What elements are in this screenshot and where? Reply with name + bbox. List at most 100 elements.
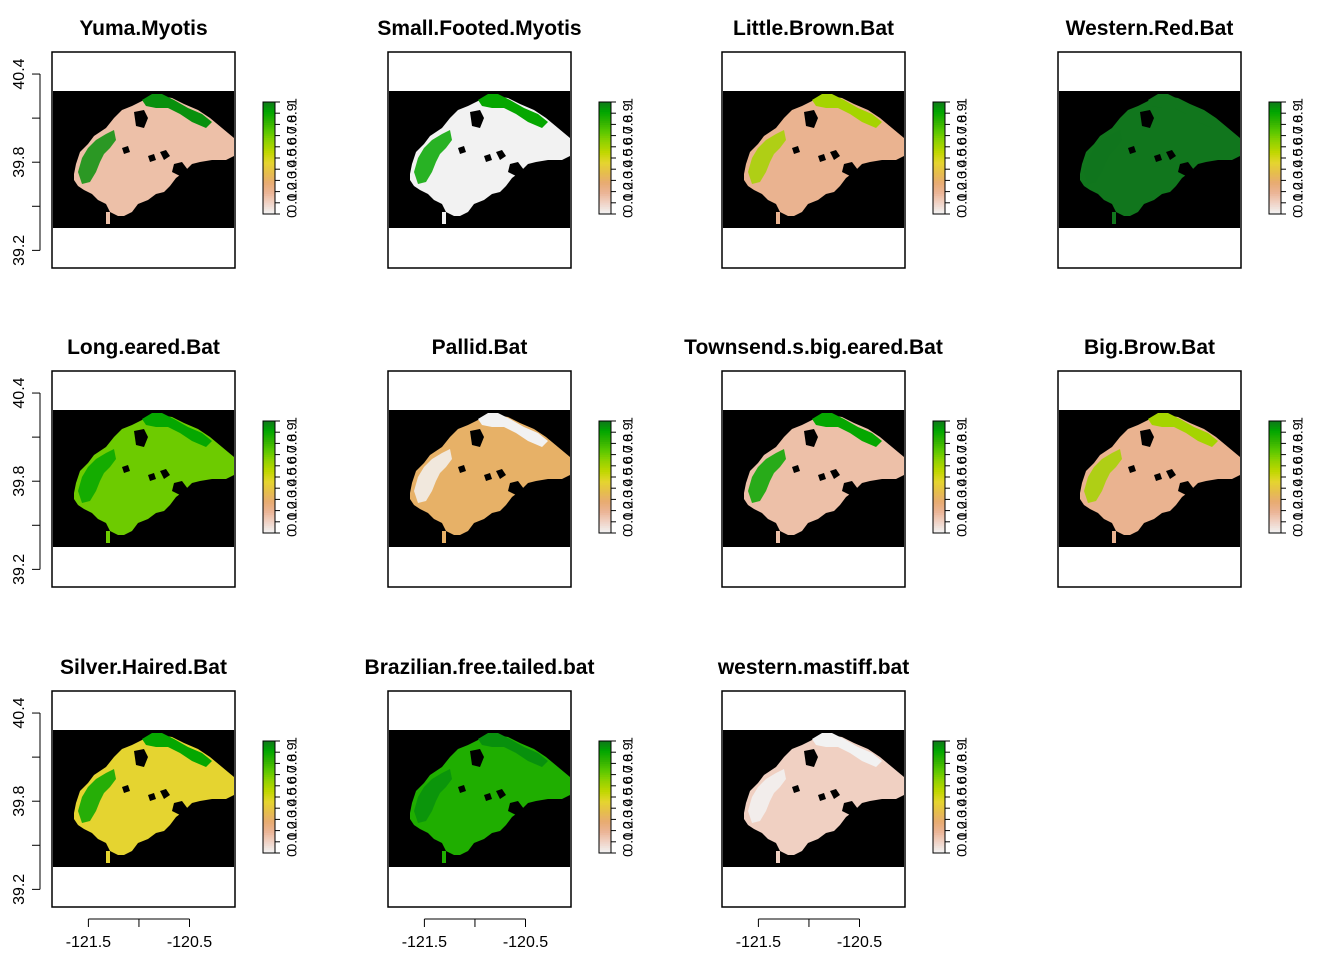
legend-swatch — [263, 841, 275, 845]
panel-2: Small.Footed.Myotis00.10.20.30.40.50.60.… — [377, 17, 636, 269]
legend-swatch — [263, 787, 275, 791]
legend-swatch — [1269, 490, 1281, 493]
legend-swatch — [933, 107, 945, 110]
legend-swatch — [263, 478, 275, 482]
legend-swatch — [1269, 471, 1281, 474]
legend-swatch — [1269, 150, 1281, 153]
legend-swatch — [263, 480, 275, 484]
legend-swatch — [933, 191, 945, 194]
legend-swatch — [933, 488, 945, 491]
legend-swatch — [599, 491, 611, 495]
legend-swatch — [933, 133, 945, 137]
panel-4: Western.Red.Bat 00.10.20.30.40.50.60.70.8… — [1057, 17, 1306, 269]
legend-swatch — [933, 148, 945, 152]
legend-swatch — [1269, 158, 1281, 161]
legend-swatch — [933, 851, 945, 854]
study-area-gap — [818, 473, 826, 481]
legend-tick-label: 0.9 — [1290, 103, 1306, 123]
legend-swatch — [599, 826, 611, 830]
legend-swatch — [599, 434, 611, 437]
legend-swatch — [263, 516, 275, 519]
study-area-gap — [496, 469, 506, 479]
legend-swatch — [263, 139, 275, 142]
legend-swatch — [933, 141, 945, 144]
x-tick-label: -120.5 — [503, 934, 548, 951]
legend-tick-label: 0.4 — [1290, 478, 1306, 498]
study-area-tail — [442, 212, 446, 224]
legend-swatch — [1269, 193, 1281, 196]
legend-tick-label: 1 — [954, 98, 970, 106]
legend-swatch — [933, 122, 945, 125]
legend-tick-label: 0.5 — [954, 787, 970, 807]
legend-swatch — [1269, 488, 1281, 491]
legend-swatch — [933, 150, 945, 153]
legend-swatch — [933, 139, 945, 142]
legend-tick-label: 0.2 — [620, 182, 636, 202]
study-area-high — [478, 94, 548, 128]
legend-swatch — [1269, 480, 1281, 484]
legend-swatch — [1269, 126, 1281, 129]
legend-swatch — [263, 836, 275, 839]
legend-swatch — [263, 486, 275, 489]
x-tick-label: -120.5 — [837, 934, 882, 951]
legend-swatch — [1269, 195, 1281, 198]
legend-swatch — [263, 521, 275, 525]
legend-swatch — [263, 189, 275, 193]
legend-swatch — [1269, 178, 1281, 181]
study-area-gap — [484, 473, 492, 481]
legend-tick-label: 0.4 — [954, 798, 970, 818]
legend-swatch — [599, 810, 611, 813]
legend-swatch — [263, 430, 275, 433]
legend-swatch — [599, 137, 611, 140]
legend-swatch — [599, 204, 611, 208]
legend-swatch — [263, 122, 275, 125]
x-tick-label: -121.5 — [402, 934, 447, 951]
study-area-gap — [484, 793, 492, 801]
legend-swatch — [263, 449, 275, 452]
legend-swatch — [599, 122, 611, 125]
study-area-gap — [148, 473, 156, 481]
legend-swatch — [599, 529, 611, 532]
legend-swatch — [933, 480, 945, 484]
legend-swatch — [263, 176, 275, 180]
legend-tick-label: 0.3 — [620, 809, 636, 829]
legend-swatch — [599, 447, 611, 450]
panel-title: western.mastiff.bat — [717, 656, 909, 679]
legend-tick-label: 0.2 — [620, 821, 636, 841]
legend-swatch — [599, 449, 611, 452]
legend-swatch — [933, 115, 945, 118]
legend-swatch — [933, 449, 945, 452]
legend-swatch — [599, 109, 611, 112]
legend-swatch — [1269, 159, 1281, 163]
legend-swatch — [599, 828, 611, 832]
legend-swatch — [933, 531, 945, 534]
legend-swatch — [933, 478, 945, 482]
legend-tick-label: 0.5 — [1290, 148, 1306, 168]
study-area-gap — [792, 465, 800, 473]
legend-tick-label: 0.9 — [1290, 422, 1306, 442]
panel-9: Silver.Haired.Bat 39.2 39.8 40.4 -121.5 -120.… — [11, 656, 300, 951]
legend-swatch — [263, 102, 275, 105]
legend-swatch — [933, 836, 945, 839]
y-tick-label: 40.4 — [11, 697, 28, 728]
study-area-tail — [776, 531, 780, 543]
legend-swatch — [599, 785, 611, 789]
legend-swatch — [599, 130, 611, 133]
legend-tick-label: 0.5 — [620, 148, 636, 168]
legend-swatch — [599, 206, 611, 209]
legend-swatch — [1269, 422, 1281, 426]
legend-swatch — [599, 478, 611, 482]
legend-swatch — [1269, 176, 1281, 180]
study-area-tail — [1112, 212, 1116, 224]
x-tick-label: -121.5 — [736, 934, 781, 951]
legend-swatch — [263, 204, 275, 208]
study-area-west — [78, 769, 116, 823]
legend-swatch — [599, 841, 611, 845]
legend-swatch — [263, 465, 275, 469]
legend-swatch — [933, 161, 945, 165]
legend-swatch — [1269, 503, 1281, 506]
legend-swatch — [933, 493, 945, 497]
legend-swatch — [933, 174, 945, 178]
legend-swatch — [599, 456, 611, 459]
color-legend: 00.10.20.30.40.50.60.70.80.91 — [598, 98, 636, 218]
